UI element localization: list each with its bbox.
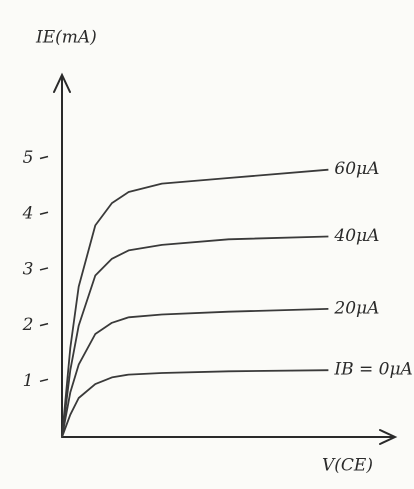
y-tick-label: 3 bbox=[23, 259, 34, 279]
series-label: 20μA bbox=[333, 298, 379, 318]
series-label: 40μA bbox=[333, 226, 379, 246]
y-tick-label: 1 bbox=[23, 371, 34, 391]
series-label: IB = 0μA bbox=[333, 360, 412, 380]
tick-mark bbox=[40, 324, 48, 326]
chart: IE(mA) V(CE) 1 2 3 4 5 60μA 40μA 20μA IB = 0μA bbox=[0, 0, 414, 489]
chart-title: IE(mA) bbox=[35, 28, 97, 48]
x-axis bbox=[62, 430, 395, 444]
y-tick-label: 4 bbox=[22, 204, 34, 224]
tick-mark bbox=[40, 268, 48, 270]
curve bbox=[62, 237, 328, 438]
tick-mark bbox=[40, 157, 48, 159]
tick-mark bbox=[40, 212, 48, 214]
curve bbox=[62, 170, 328, 437]
x-axis-label: V(CE) bbox=[322, 456, 373, 476]
curve bbox=[62, 370, 328, 437]
y-tick-label: 2 bbox=[22, 315, 34, 335]
series-label: 60μA bbox=[334, 159, 379, 179]
y-tick-label: 5 bbox=[23, 148, 34, 168]
tick-mark bbox=[40, 379, 48, 381]
